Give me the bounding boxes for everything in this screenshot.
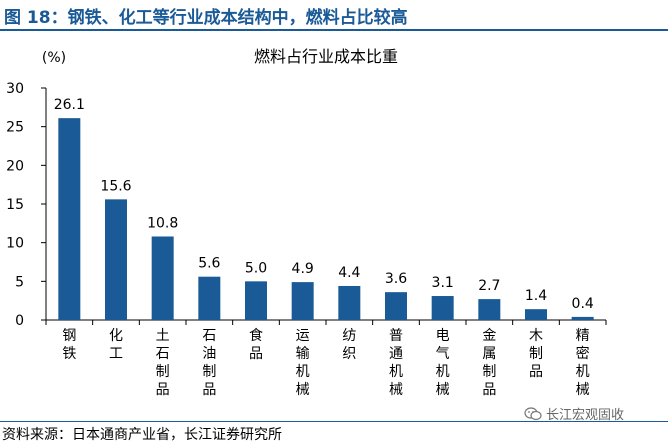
data-label: 3.6 <box>385 271 407 287</box>
y-tick-label: 5 <box>15 274 24 290</box>
data-label: 26.1 <box>54 97 85 113</box>
x-category-label: 普通机械 <box>389 328 403 398</box>
source-note: 资料来源：日本通商产业省，长江证券研究所 <box>2 427 282 443</box>
wechat-icon <box>524 406 542 421</box>
bar <box>478 299 501 320</box>
data-label: 15.6 <box>100 178 131 194</box>
data-label: 4.9 <box>292 261 314 277</box>
bar <box>571 316 594 320</box>
x-category-label: 运输机械 <box>296 328 310 398</box>
y-tick-label: 25 <box>6 120 24 136</box>
y-unit-label: (%) <box>42 50 66 66</box>
data-label: 3.1 <box>432 275 454 291</box>
x-category-label: 石油制品 <box>202 328 216 398</box>
y-tick-label: 0 <box>15 313 24 329</box>
bar <box>338 285 361 320</box>
bar <box>245 281 267 320</box>
data-label: 5.6 <box>198 256 220 272</box>
x-category-label: 食品 <box>249 327 263 362</box>
x-category-label: 木制品 <box>529 328 543 380</box>
bar <box>385 292 407 320</box>
x-category-label: 化工 <box>109 328 123 362</box>
bar <box>151 236 174 320</box>
data-label: 1.4 <box>525 288 547 304</box>
bar <box>58 118 81 320</box>
y-tick-label: 30 <box>6 81 24 97</box>
chart-title: 燃料占行业成本比重 <box>254 47 398 66</box>
bar <box>525 309 547 320</box>
x-category-label: 精密机械 <box>576 328 590 398</box>
x-category-label: 纺织 <box>342 328 356 362</box>
x-category-label: 钢铁 <box>62 328 76 362</box>
y-tick-label: 10 <box>6 236 24 252</box>
bar <box>198 276 221 320</box>
watermark-text: 长江宏观固收 <box>546 408 625 423</box>
footer-divider <box>0 421 668 422</box>
x-category-label: 电气机械 <box>436 328 450 398</box>
x-category-label: 金属制品 <box>482 328 496 398</box>
figure-title: 图 18：钢铁、化工等行业成本结构中，燃料占比较高 <box>4 8 408 28</box>
data-label: 4.4 <box>338 265 360 281</box>
title-divider <box>0 29 668 31</box>
bar-chart: 燃料占行业成本比重 (%) 0 5 10 15 20 25 30 26.1 15.6 10.8 5… <box>6 47 607 398</box>
data-label: 10.8 <box>147 215 178 231</box>
data-label: 0.4 <box>572 296 594 312</box>
data-label: 5.0 <box>245 260 267 276</box>
bar <box>431 296 454 320</box>
y-tick-label: 20 <box>6 158 24 174</box>
watermark: 长江宏观固收 <box>524 404 624 423</box>
bar <box>291 282 314 320</box>
data-label: 2.7 <box>478 278 500 294</box>
y-tick-label: 15 <box>6 197 24 213</box>
x-category-label: 土石制品 <box>156 328 170 398</box>
bar <box>105 199 127 320</box>
